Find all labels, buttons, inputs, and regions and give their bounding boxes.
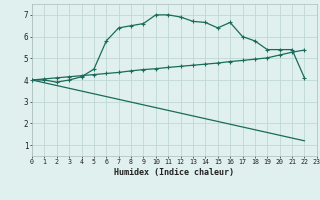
X-axis label: Humidex (Indice chaleur): Humidex (Indice chaleur) xyxy=(115,168,234,177)
